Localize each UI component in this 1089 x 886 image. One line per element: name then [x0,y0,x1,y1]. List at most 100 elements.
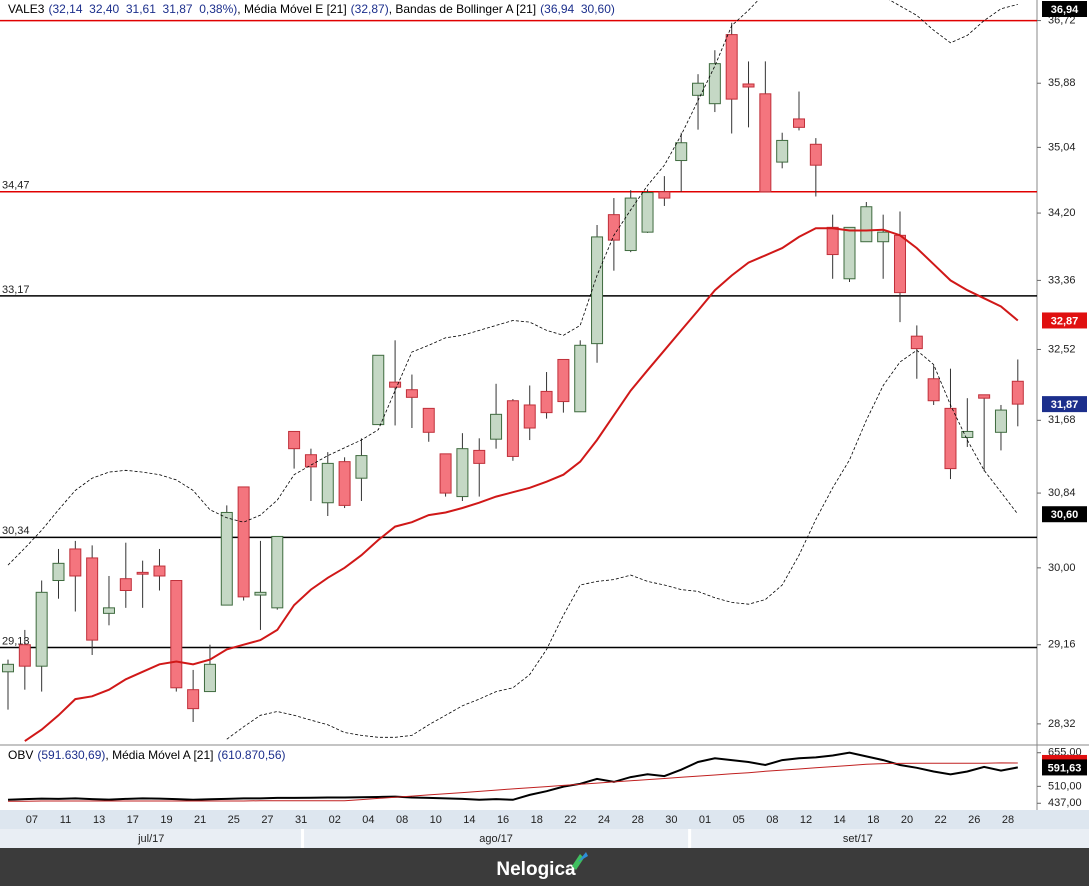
candle-body [271,535,284,609]
candle-body [944,407,957,470]
candle-body [675,142,688,162]
x-tick-label: 04 [362,814,374,826]
candle-body [927,378,940,402]
x-tick-label: 12 [800,814,812,826]
x-tick-label: 08 [396,814,408,826]
series-line [8,762,1018,802]
x-tick-label: 20 [901,814,913,826]
y-tick-label: 30,84 [1048,487,1076,499]
candle-body [187,689,200,710]
candle-body [523,404,536,429]
price-badge-label: 32,87 [1051,315,1079,327]
candle-body [304,454,317,468]
candle-body [102,607,115,614]
price-badge-label: 591,63 [1048,762,1082,774]
x-tick-label: 19 [160,814,172,826]
candle-body [658,191,671,199]
x-axis-band [0,810,1089,829]
month-band [0,829,1089,848]
level-label: 33,17 [2,284,30,296]
candle-body [372,354,385,426]
x-tick-label: 25 [228,814,240,826]
candle-body [776,139,789,163]
candle-body [877,231,890,243]
candle-body [18,644,31,667]
y-tick-label: 35,04 [1048,141,1076,153]
candle-body [35,591,48,667]
candle-body [557,358,570,403]
candle-body [490,413,503,440]
series-line [226,349,1019,740]
x-tick-label: 22 [935,814,947,826]
candle-body [439,453,452,494]
candle-body [321,462,334,504]
x-tick-label: 28 [632,814,644,826]
x-tick-label: 28 [1002,814,1014,826]
month-label: set/17 [843,833,873,845]
candle-body [843,226,856,280]
x-tick-label: 02 [329,814,341,826]
y-tick-label: 28,32 [1048,718,1076,730]
month-label: ago/17 [479,833,513,845]
obv-plot [7,751,1018,802]
candle-body [742,83,755,88]
series-line [7,751,1018,801]
candle-body [405,389,418,398]
y-tick-label: 510,00 [1048,780,1082,792]
legend-part: , Bandas de Bollinger A [21] [389,2,536,16]
candle-body [725,34,738,100]
candle-body [994,409,1007,433]
y-tick-label: 36,72 [1048,14,1076,26]
candle-body [574,344,587,413]
candle-body [961,430,974,438]
series-line [7,0,1018,566]
overlay: 07 11 13 17 19 21 25 27 31 02 04 08 10 14 16 18 22 24 28 30… [8,1,1087,848]
x-tick-label: 08 [766,814,778,826]
candle-body [1011,380,1024,405]
candle-body [506,400,519,457]
x-tick-label: 11 [60,814,71,826]
x-tick-label: 17 [127,814,139,826]
candle-body [136,571,149,575]
y-tick-label: 35,88 [1048,77,1076,89]
y-tick-label: 34,20 [1048,207,1076,219]
y-tick-label: 30,00 [1048,562,1076,574]
footer-brand: Nelogica [496,859,576,880]
x-tick-label: 05 [733,814,745,826]
legend-part: OBV [8,748,33,762]
price-badge-label: 30,60 [1051,509,1079,521]
candle-body [355,455,368,479]
level-label: 34,47 [2,180,30,192]
candle-body [220,511,233,606]
footer-logo [572,852,588,870]
x-tick-label: 16 [497,814,509,826]
x-tick-label: 30 [665,814,677,826]
legend-part: (591.630,69) [37,748,105,762]
candle-body [389,381,402,388]
candle-body [692,82,705,96]
candle-body [119,578,132,592]
candle-body [624,197,637,252]
price-badge-label: 31,87 [1051,399,1079,411]
x-tick-label: 31 [295,814,307,826]
x-tick-label: 21 [194,814,206,826]
x-tick-label: 01 [699,814,711,826]
price-badge-label: 36,94 [1051,4,1079,16]
candle-body [910,335,923,350]
x-tick-label: 24 [598,814,610,826]
candle-body [86,557,99,641]
footer-bar [0,848,1089,886]
legend: OBV (591.630,69), Média Móvel A [21] (610.… [8,748,286,762]
price-badge [1042,312,1087,329]
y-tick-label: 437,00 [1048,797,1082,809]
y-tick-label: 29,16 [1048,639,1076,651]
month-label: jul/17 [137,833,164,845]
legend-part: (36,94 30,60) [540,2,615,16]
legend-part: , Média Móvel E [21] [237,2,346,16]
x-tick-label: 10 [430,814,442,826]
legend: VALE3 (32,14 32,40 31,61 31,87 0,38%), Mé… [8,2,615,16]
y-tick-label: 33,36 [1048,274,1076,286]
